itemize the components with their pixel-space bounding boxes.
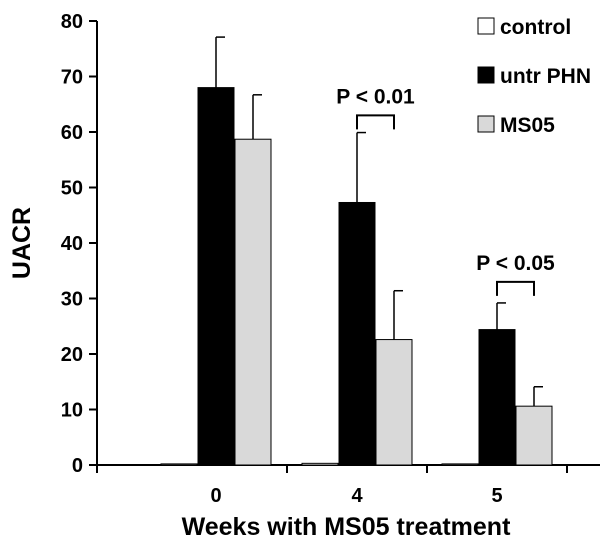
y-tick-label: 60 (61, 122, 83, 144)
bar-control-4 (301, 462, 339, 466)
bar-control-0 (160, 463, 198, 466)
x-tick-label: 0 (210, 485, 221, 507)
bar-control-5 (441, 463, 479, 466)
legend-swatch-control (477, 17, 495, 35)
y-tick-label: 30 (61, 289, 83, 311)
bar-ms05-5 (515, 405, 553, 466)
significance-label: P < 0.05 (476, 252, 555, 275)
bar-untr-phn-4 (338, 201, 376, 466)
legend: control untr PHN MS05 (477, 16, 591, 137)
annotations-layer: P < 0.01 P < 0.05 (336, 85, 555, 296)
y-axis-title: UACR (8, 207, 36, 279)
x-tick-label: 4 (351, 485, 363, 507)
y-tick-label: 70 (61, 67, 83, 89)
legend-label-control: control (500, 16, 571, 39)
y-tick-label: 80 (61, 11, 83, 33)
x-tick-label: 5 (491, 485, 502, 507)
y-tick-label: 10 (61, 400, 83, 422)
bar-ms05-0 (234, 138, 272, 466)
legend-label-ms05: MS05 (500, 114, 555, 137)
bar-untr-phn-0 (197, 87, 235, 466)
significance-bracket (356, 114, 395, 130)
significance-label: P < 0.01 (336, 85, 415, 108)
bar-ms05-4 (375, 339, 413, 466)
y-tick-label: 40 (61, 233, 83, 255)
significance-bracket (496, 280, 535, 296)
x-axis: 0 4 5 (96, 464, 600, 507)
y-tick-label: 0 (72, 455, 83, 477)
legend-swatch-ms05 (477, 115, 495, 133)
y-tick-label: 50 (61, 178, 83, 200)
legend-label-untr-phn: untr PHN (500, 65, 591, 88)
y-axis: 0 10 20 30 40 50 60 70 80 (61, 11, 98, 477)
x-axis-title: Weeks with MS05 treatment (182, 513, 511, 541)
legend-swatch-untr-phn (477, 66, 495, 84)
y-tick-label: 20 (61, 344, 83, 366)
bars-layer (160, 36, 553, 466)
bar-untr-phn-5 (478, 329, 516, 466)
